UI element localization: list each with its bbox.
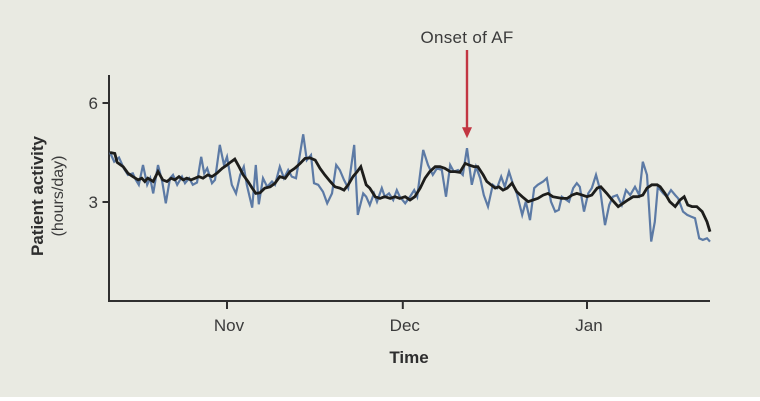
x-axis-title: Time (389, 348, 429, 367)
y-axis-title-main: Patient activity (28, 136, 47, 256)
trend-line (109, 151, 712, 233)
onset-arrow-head (462, 127, 472, 139)
x-tick-label: Jan (575, 316, 602, 335)
y-tick-label: 6 (89, 94, 98, 113)
daily-activity-line (108, 134, 711, 243)
y-tick-label: 3 (89, 193, 98, 212)
y-axis-title-units: (hours/day) (50, 155, 67, 237)
x-tick-label: Nov (214, 316, 245, 335)
x-tick-label: Dec (390, 316, 421, 335)
onset-arrow-icon (462, 50, 472, 139)
axis-ticks: 3 6 Nov Dec Jan (89, 94, 603, 335)
y-axis-title: Patient activity (hours/day) (27, 136, 69, 256)
axes (108, 75, 710, 302)
figure-bottom-edge (0, 397, 760, 401)
onset-annotation-label: Onset of AF (420, 28, 514, 47)
